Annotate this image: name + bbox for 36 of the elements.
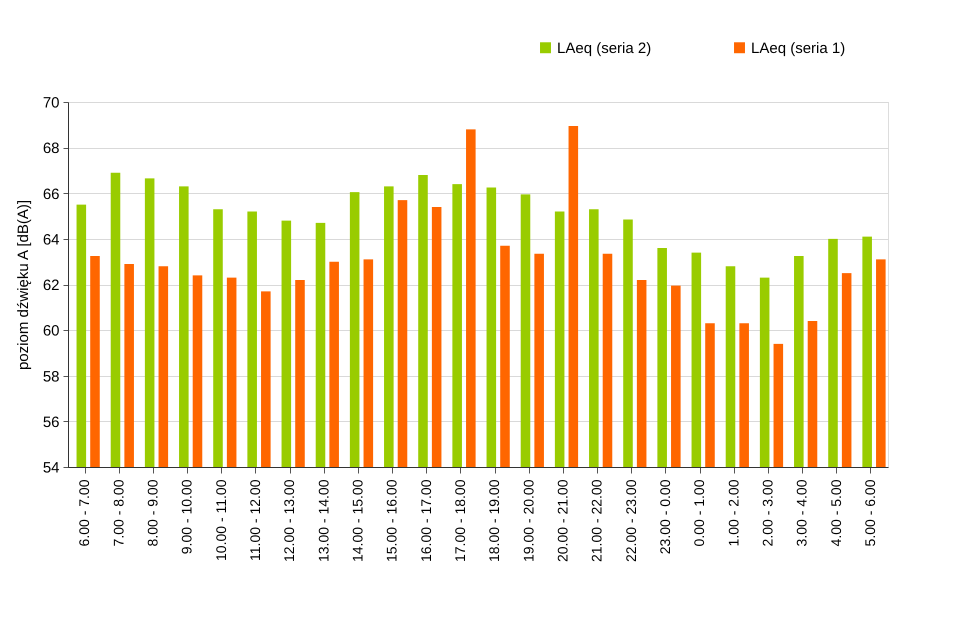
x-tick-label: 13.00 - 14.00 bbox=[315, 479, 332, 562]
y-tick-label: 70 bbox=[42, 94, 60, 112]
x-tick-label: 5.00 - 6.00 bbox=[862, 479, 878, 546]
x-tick-label: 19.00 - 20.00 bbox=[520, 479, 536, 562]
y-tick-label: 56 bbox=[42, 414, 60, 431]
x-tick-label: 8.00 - 9.00 bbox=[144, 479, 160, 546]
x-tick-label: 22.00 - 23.00 bbox=[622, 479, 639, 562]
y-tick-label: 62 bbox=[42, 277, 60, 294]
x-tick-label: 7.00 - 8.00 bbox=[110, 479, 126, 546]
x-tick-label: 23.00 - 0.00 bbox=[656, 479, 673, 554]
x-tick-label: 18.00 - 19.00 bbox=[486, 479, 502, 562]
y-axis-title: poziom dźwięku A [dB(A)] bbox=[14, 200, 32, 370]
x-tick-label: 14.00 - 15.00 bbox=[349, 479, 366, 562]
x-tick-label: 2.00 - 3.00 bbox=[759, 479, 776, 546]
y-tick-label: 66 bbox=[42, 186, 60, 203]
x-tick-label: 16.00 - 17.00 bbox=[418, 479, 434, 562]
x-tick-label: 15.00 - 16.00 bbox=[384, 479, 400, 562]
x-tick-label: 17.00 - 18.00 bbox=[452, 479, 468, 562]
x-tick-label: 4.00 - 5.00 bbox=[828, 479, 844, 546]
legend-label: LAeq (seria 2) bbox=[557, 40, 652, 57]
x-tick-label: 11.00 - 12.00 bbox=[246, 479, 263, 561]
x-tick-label: 6.00 - 7.00 bbox=[76, 479, 92, 546]
y-tick-label: 64 bbox=[42, 231, 60, 248]
x-tick-label: 9.00 - 10.00 bbox=[178, 479, 195, 554]
legend-label: LAeq (seria 1) bbox=[751, 40, 846, 57]
x-tick-label: 12.00 - 13.00 bbox=[281, 479, 298, 562]
x-tick-label: 10.00 - 11.00 bbox=[212, 479, 229, 561]
x-tick-label: 3.00 - 4.00 bbox=[794, 479, 810, 546]
x-tick-label: 20.00 - 21.00 bbox=[554, 479, 570, 562]
x-tick-label: 1.00 - 2.00 bbox=[725, 479, 742, 546]
y-tick-label: 60 bbox=[42, 322, 60, 340]
x-tick-label: 21.00 - 22.00 bbox=[588, 479, 605, 562]
y-tick-label: 58 bbox=[42, 368, 60, 386]
x-tick-label: 0.00 - 1.00 bbox=[691, 479, 708, 546]
y-tick-label: 68 bbox=[42, 140, 60, 158]
y-tick-label: 54 bbox=[42, 460, 60, 476]
